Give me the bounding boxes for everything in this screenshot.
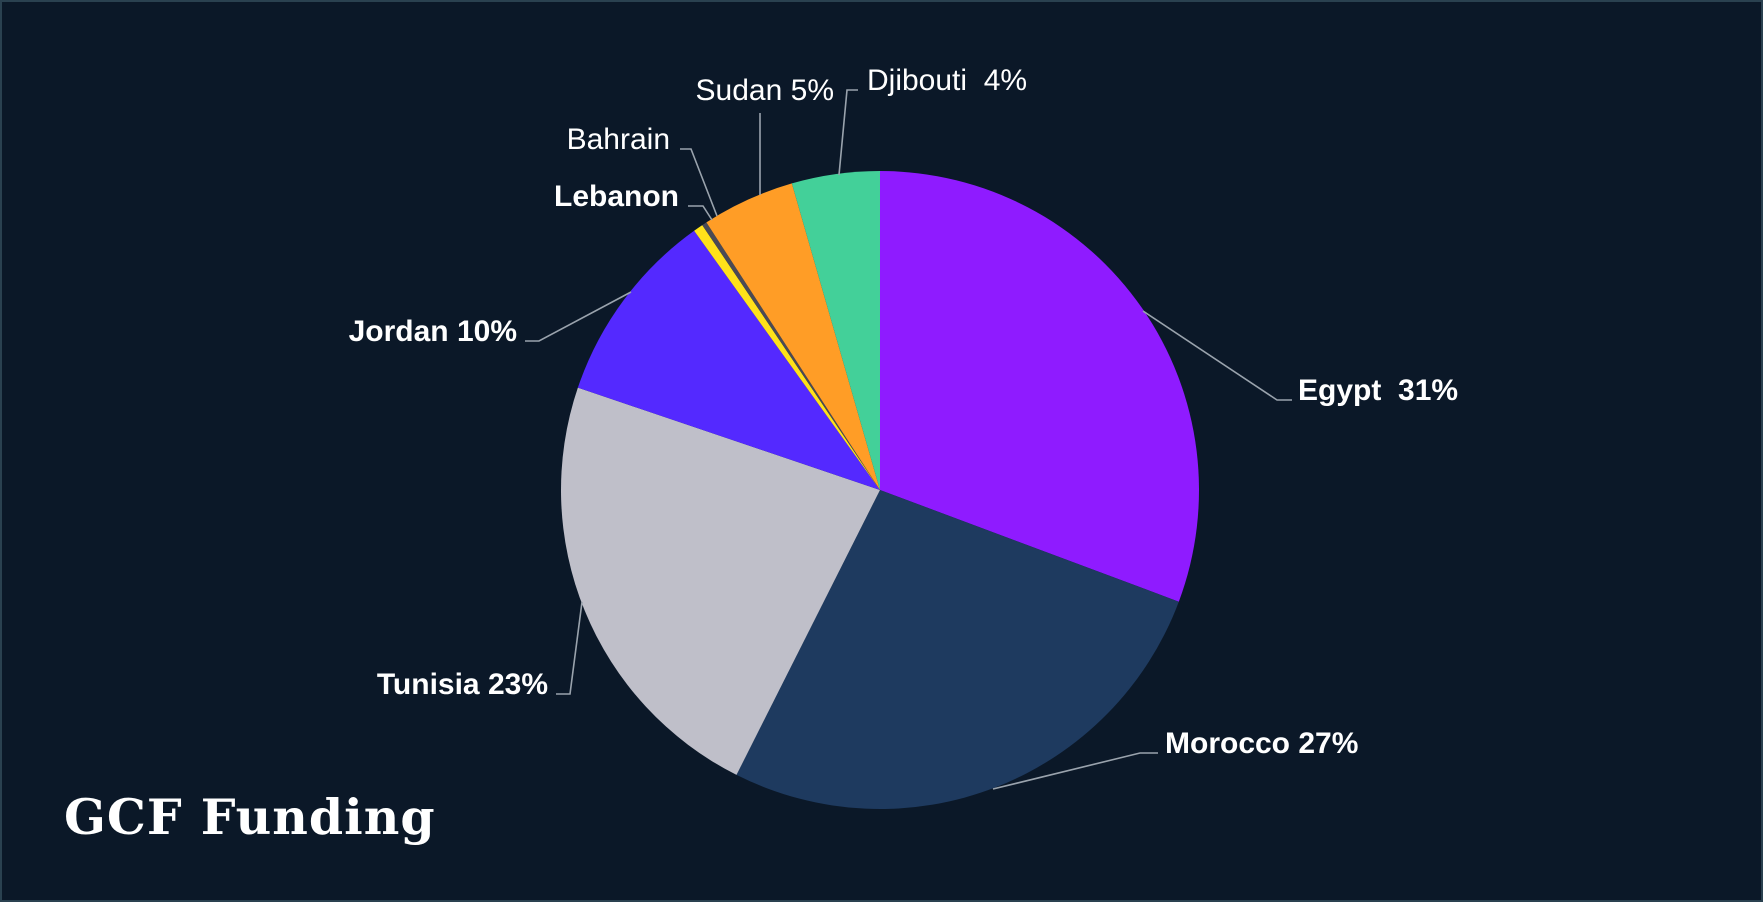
slice-label-lebanon: Lebanon [554, 180, 679, 213]
pie-slices [560, 171, 1199, 809]
leader-line-djibouti [838, 89, 858, 176]
pie-slice-lebanon [694, 225, 880, 490]
slice-label-morocco: Morocco 27% [1165, 727, 1358, 760]
slice-label-djibouti: Djibouti 4% [867, 64, 1027, 97]
leader-line-morocco [992, 752, 1158, 790]
leader-line-egypt [1142, 310, 1292, 401]
pie-slice-bahrain [702, 222, 880, 490]
pie-slice-sudan [706, 183, 880, 490]
slice-label-bahrain: Bahrain [567, 123, 670, 156]
pie-slice-tunisia [560, 387, 880, 775]
chart-title: GCF Funding [64, 788, 436, 846]
slice-label-sudan: Sudan 5% [696, 74, 834, 107]
leader-line-bahrain [680, 148, 718, 217]
slice-label-egypt: Egypt 31% [1298, 374, 1458, 407]
slice-label-jordan: Jordan 10% [349, 315, 517, 348]
pie-labels: Egypt 31% Morocco 27% Tunisia 23% Jordan 10… [349, 64, 1458, 790]
leader-line-jordan [525, 291, 632, 342]
leader-line-lebanon [688, 205, 713, 221]
slice-label-tunisia: Tunisia 23% [377, 668, 548, 701]
pie-slice-egypt [880, 171, 1199, 602]
pie-slice-jordan [577, 230, 880, 490]
pie-slice-morocco [736, 490, 1179, 809]
leader-line-tunisia [556, 601, 583, 695]
pie-slice-djibouti [791, 171, 880, 490]
